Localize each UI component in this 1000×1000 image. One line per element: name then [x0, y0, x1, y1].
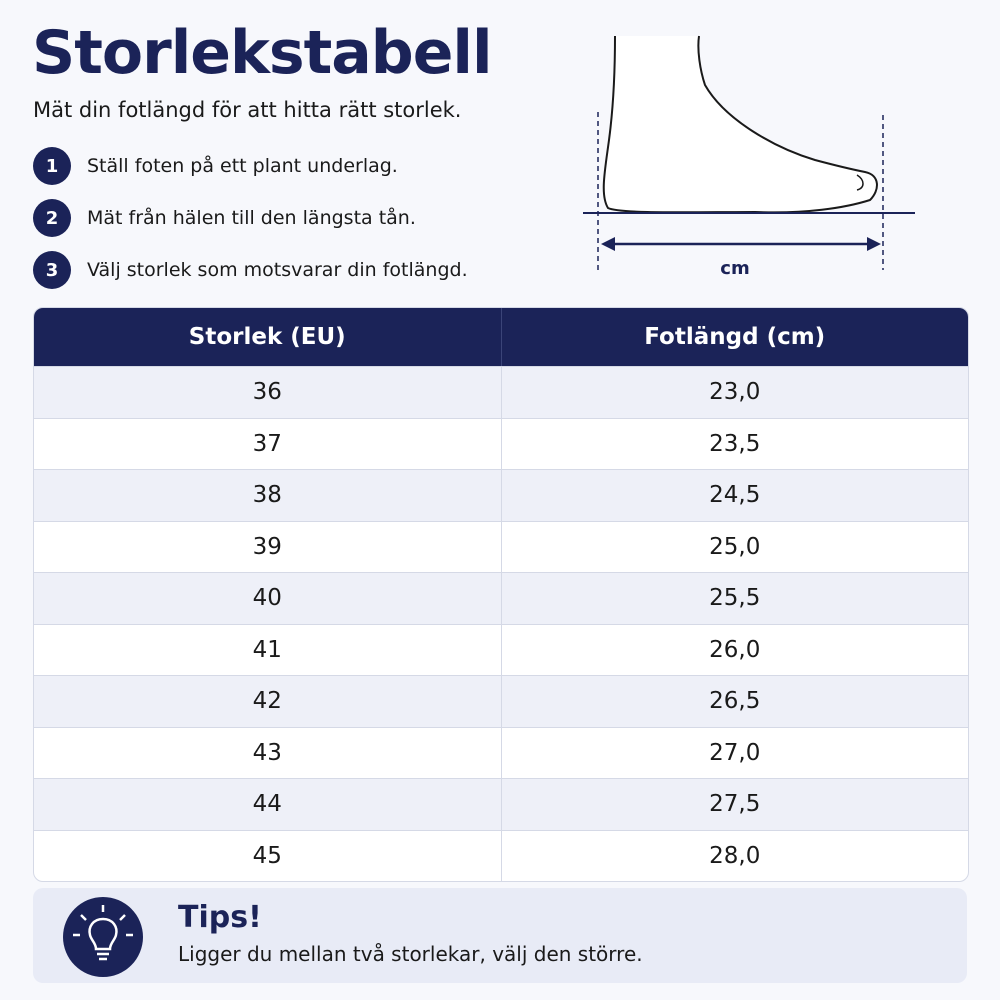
- table-body: 36 23,0 37 23,5 38 24,5 39 25,0 40 25,5 41 26,0 42 26…: [34, 366, 968, 881]
- table-cell: 27,5: [500, 779, 969, 830]
- table-row: 41 26,0: [34, 623, 969, 675]
- table-row: 45 28,0: [34, 829, 969, 881]
- step-text: Ställ foten på ett plant underlag.: [87, 155, 398, 177]
- table-cell: 23,0: [500, 367, 969, 418]
- table-cell: 39: [252, 533, 282, 560]
- table-cell: 36: [252, 379, 282, 406]
- table-row: 37 23,5: [34, 417, 969, 469]
- step-text: Mät från hälen till den längsta tån.: [87, 207, 416, 229]
- diagram-label: cm: [720, 258, 749, 279]
- table-row: 43 27,0: [34, 726, 969, 778]
- table-cell: 28,0: [500, 830, 969, 881]
- table-row: 40 25,5: [34, 572, 968, 624]
- tips-box: Tips! Ligger du mellan två storlekar, vä…: [33, 888, 967, 983]
- table-row: 38 24,5: [34, 469, 968, 521]
- size-table: Storlek (EU) Fotlängd (cm) 36 23,0 37 23,5 3…: [33, 307, 969, 882]
- table-cell: 25,0: [500, 521, 969, 572]
- table-cell: 27,0: [500, 727, 969, 778]
- table-cell: 37: [252, 430, 282, 457]
- tips-text: Ligger du mellan två storlekar, välj den…: [178, 942, 643, 966]
- step: 2 Mät från hälen till den längsta tån.: [33, 199, 416, 237]
- step: 1 Ställ foten på ett plant underlag.: [33, 147, 398, 185]
- step: 3 Välj storlek som motsvarar din fotlängd…: [33, 251, 468, 289]
- title: Storlekstabell: [32, 18, 493, 88]
- table-cell: 23,5: [500, 418, 969, 469]
- step-number: 3: [33, 251, 71, 289]
- table-cell: 25,5: [500, 573, 969, 624]
- table-cell: 44: [252, 791, 282, 818]
- table-cell: 26,0: [500, 624, 969, 675]
- table-cell: 38: [252, 482, 282, 509]
- table-cell: 43: [252, 739, 282, 766]
- table-row: 39 25,0: [34, 520, 969, 572]
- foot-diagram: cm: [583, 35, 915, 279]
- header-cell: Storlek (EU): [188, 324, 346, 350]
- table-row: 44 27,5: [34, 778, 968, 830]
- step-number: 1: [33, 147, 71, 185]
- step-text: Välj storlek som motsvarar din fotlängd.: [87, 259, 468, 281]
- table-header: Storlek (EU) Fotlängd (cm): [34, 308, 968, 366]
- foot-outline: [602, 35, 878, 214]
- step-number: 2: [33, 199, 71, 237]
- toe-nail: [856, 174, 864, 191]
- table-cell: 40: [252, 585, 282, 612]
- table-cell: 42: [252, 688, 282, 715]
- subtitle: Mät din fotlängd för att hitta rätt stor…: [33, 98, 462, 122]
- tips-title: Tips!: [178, 900, 262, 935]
- table-cell: 41: [252, 636, 282, 663]
- header-cell: Fotlängd (cm): [500, 308, 969, 366]
- table-cell: 26,5: [500, 676, 969, 727]
- table-cell: 45: [252, 842, 282, 869]
- table-cell: 24,5: [500, 470, 969, 521]
- table-row: 42 26,5: [34, 675, 968, 727]
- table-row: 36 23,0: [34, 366, 968, 418]
- tips-icon: [63, 897, 143, 977]
